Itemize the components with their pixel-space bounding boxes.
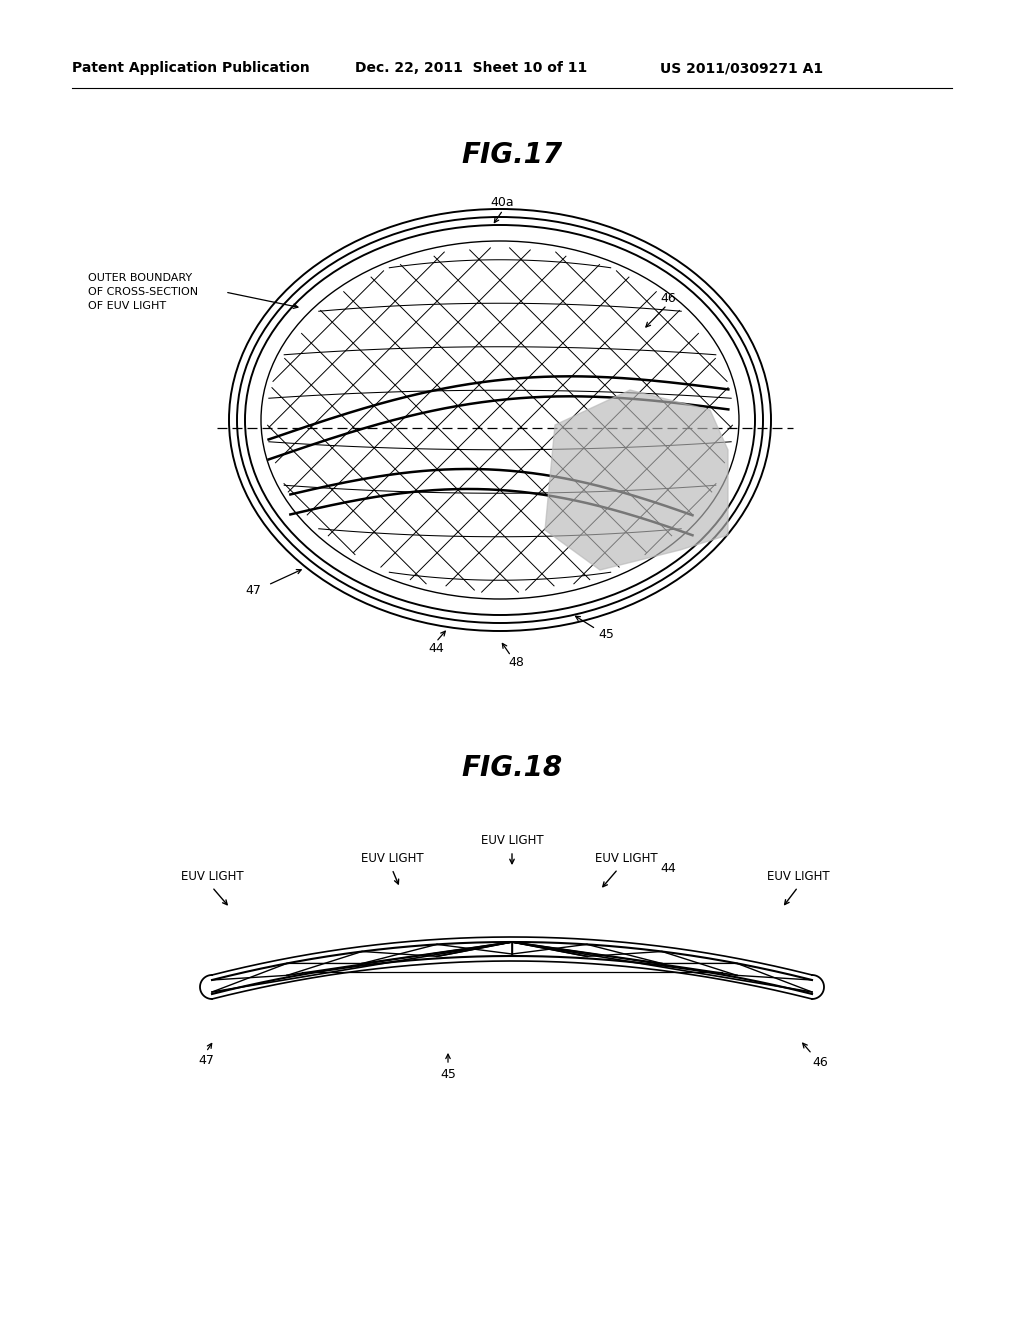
Text: EUV LIGHT: EUV LIGHT	[767, 870, 829, 883]
Text: US 2011/0309271 A1: US 2011/0309271 A1	[660, 61, 823, 75]
Text: 45: 45	[598, 628, 613, 642]
Text: 44: 44	[660, 862, 676, 874]
Text: Patent Application Publication: Patent Application Publication	[72, 61, 309, 75]
Text: 48: 48	[508, 656, 524, 668]
Text: FIG.17: FIG.17	[462, 141, 562, 169]
Text: Dec. 22, 2011  Sheet 10 of 11: Dec. 22, 2011 Sheet 10 of 11	[355, 61, 587, 75]
Text: OF CROSS-SECTION: OF CROSS-SECTION	[88, 286, 198, 297]
Text: 45: 45	[440, 1068, 456, 1081]
Text: FIG.18: FIG.18	[462, 754, 562, 781]
Text: EUV LIGHT: EUV LIGHT	[595, 851, 657, 865]
Text: OUTER BOUNDARY: OUTER BOUNDARY	[88, 273, 193, 282]
Text: 44: 44	[428, 642, 443, 655]
Text: 46: 46	[660, 292, 676, 305]
Text: 46: 46	[812, 1056, 827, 1068]
Text: EUV LIGHT: EUV LIGHT	[480, 833, 544, 846]
Text: 47: 47	[245, 583, 261, 597]
Text: 40a: 40a	[490, 197, 514, 210]
Text: 47: 47	[198, 1053, 214, 1067]
Polygon shape	[545, 389, 728, 570]
Text: OF EUV LIGHT: OF EUV LIGHT	[88, 301, 166, 312]
Text: EUV LIGHT: EUV LIGHT	[360, 851, 423, 865]
Text: EUV LIGHT: EUV LIGHT	[180, 870, 244, 883]
